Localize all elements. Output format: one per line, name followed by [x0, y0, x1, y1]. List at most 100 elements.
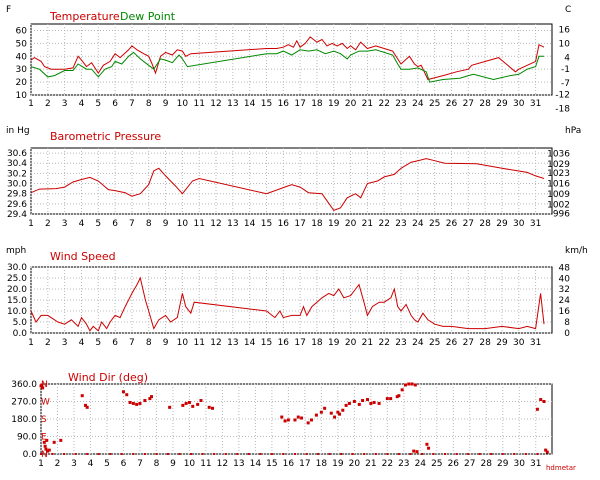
wind-dir-point [377, 401, 381, 405]
wind-dir-point [44, 447, 48, 451]
x-tick-label: 19 [332, 459, 344, 469]
x-tick-label: 29 [496, 219, 508, 229]
wind-dir-calm-point [490, 453, 493, 455]
wind-dir-point [544, 448, 548, 452]
wind-dir-calm-point [213, 453, 216, 455]
wind-dir-point [46, 449, 50, 453]
x-tick-label: 11 [193, 99, 204, 109]
wind-dir-calm-point [536, 453, 539, 455]
compass-label: W [41, 398, 50, 408]
temperature-left-unit: F [6, 5, 11, 15]
x-tick-label: 8 [146, 99, 152, 109]
compass-label: S [41, 415, 47, 425]
y-tick-label-left: 270.0 [11, 398, 37, 408]
x-tick-label: 31 [530, 459, 541, 469]
wind-dir-calm-point [247, 453, 250, 455]
wind-dir-point [131, 401, 135, 405]
wind-dir-point [542, 400, 546, 403]
x-tick-label: 5 [95, 338, 101, 348]
wind-dir-point [357, 402, 361, 406]
x-tick-label: 19 [328, 99, 340, 109]
x-tick-label: 8 [146, 219, 152, 229]
wind-dir-point [128, 400, 132, 404]
wind-speed-title: Wind Speed [50, 250, 116, 263]
wind-dir-calm-point [86, 453, 89, 455]
x-tick-label: 17 [294, 99, 305, 109]
x-tick-label: 3 [62, 99, 68, 109]
wind-dir-point [323, 406, 327, 410]
wind-dir-point [397, 394, 401, 398]
wind-dir-point [293, 418, 297, 422]
x-tick-label: 21 [362, 338, 373, 348]
x-tick-label: 24 [412, 338, 424, 348]
wind-dir-point [121, 390, 125, 394]
x-tick-label: 5 [95, 219, 101, 229]
y-tick-label-left: 10 [16, 91, 28, 101]
y-tick-label-right: 1002 [547, 200, 570, 210]
x-tick-label: 10 [177, 99, 189, 109]
x-tick-label: 6 [121, 459, 127, 469]
x-tick-label: 1 [28, 219, 34, 229]
x-tick-label: 11 [200, 459, 211, 469]
wind-dir-calm-point [236, 453, 239, 455]
x-tick-label: 27 [464, 459, 475, 469]
wind-dir-point [333, 415, 337, 419]
x-tick-label: 7 [129, 338, 135, 348]
x-tick-label: 21 [362, 99, 373, 109]
x-tick-label: 27 [463, 338, 474, 348]
series-line-barometric-pressure [30, 158, 545, 212]
pressure-chart: in Hg hPa Barometric Pressure 29.429.629… [6, 126, 581, 229]
x-tick-label: 13 [227, 99, 238, 109]
x-tick-label: 14 [244, 99, 256, 109]
y-tick-label-left: 30.6 [7, 149, 27, 159]
x-tick-label: 2 [45, 338, 51, 348]
y-tick-label-right: 48 [559, 263, 571, 273]
wind-dir-point [347, 401, 351, 405]
x-tick-label: 19 [328, 338, 340, 348]
wind-dir-calm-point [340, 453, 343, 455]
wind-dir-calm-point [386, 453, 389, 455]
x-tick-label: 5 [104, 459, 110, 469]
wind-dir-calm-point [282, 453, 285, 455]
wind-dir-point [125, 393, 129, 397]
x-tick-label: 1 [38, 459, 44, 469]
y-tick-label-left: 29.6 [7, 200, 27, 210]
y-tick-label-right: -18 [555, 104, 570, 114]
wind-dir-point [52, 440, 56, 444]
wind-dir-calm-point [293, 453, 296, 455]
series-line-wind-speed [30, 276, 545, 332]
y-tick-label-right: 996 [553, 209, 570, 219]
x-tick-label: 17 [299, 459, 310, 469]
wind-dir-point [352, 400, 356, 403]
wind-dir-point [286, 418, 290, 422]
wind-dir-calm-point [397, 453, 400, 455]
wind-dir-calm-point [132, 453, 135, 455]
wind-dir-point [319, 410, 323, 414]
x-tick-label: 20 [345, 99, 357, 109]
wind-dir-point [43, 444, 47, 448]
wind-dir-calm-point [143, 453, 146, 455]
x-tick-label: 17 [294, 338, 305, 348]
x-tick-label: 12 [210, 219, 221, 229]
wind-dir-point [300, 416, 304, 420]
x-tick-label: 3 [62, 219, 68, 229]
x-tick-label: 23 [395, 99, 406, 109]
pressure-left-unit: in Hg [6, 126, 30, 136]
x-tick-label: 31 [530, 338, 541, 348]
x-tick-label: 29 [497, 459, 509, 469]
x-tick-label: 15 [266, 459, 277, 469]
wind-dir-point [168, 405, 172, 409]
wind-dir-point [181, 403, 185, 407]
x-tick-label: 25 [429, 338, 440, 348]
y-tick-label-left: 30.0 [7, 180, 27, 190]
wind-dir-point [199, 399, 203, 403]
compass-label: N [41, 380, 48, 390]
x-tick-label: 14 [250, 459, 262, 469]
wind-dir-calm-point [478, 453, 481, 455]
wind-dir-calm-point [166, 453, 169, 455]
x-tick-label: 29 [496, 338, 508, 348]
y-tick-label-right: 1036 [547, 149, 570, 159]
x-tick-label: 9 [163, 99, 169, 109]
wind-dir-point [309, 418, 313, 422]
x-tick-label: 4 [79, 338, 85, 348]
